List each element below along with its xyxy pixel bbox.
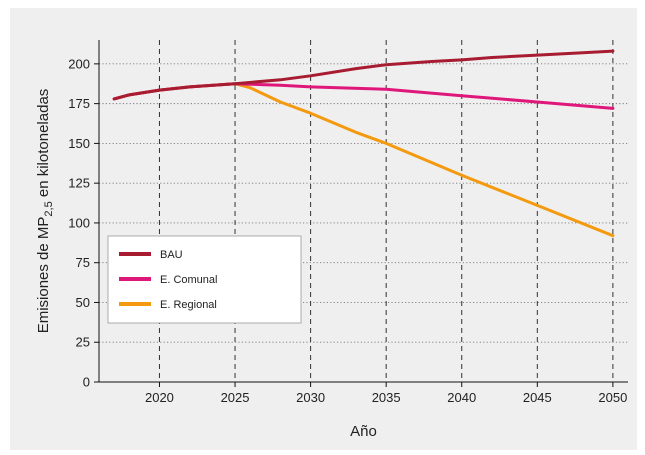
x-tick-label: 2040 (447, 390, 476, 405)
series-line-bau (112, 49, 615, 101)
grid-lines (99, 40, 628, 382)
y-axis-title: Emisiones de MP2,5 en kilotoneladas (35, 89, 55, 334)
x-tick-label: 2030 (296, 390, 325, 405)
legend: BAU E. Comunal E. Regional (107, 235, 302, 324)
series-lines (112, 49, 615, 238)
legend-label: E. Regional (160, 299, 217, 311)
emissions-line-chart: 0 25 50 75 100 125 150 175 200 2020 2025 2030 2035 20… (35, 40, 628, 440)
y-tick-label: 75 (76, 255, 90, 270)
x-tick-label: 2025 (221, 390, 250, 405)
y-tick-label: 25 (76, 335, 90, 350)
x-tick-label: 2035 (372, 390, 401, 405)
series-line-e-regional (112, 82, 615, 238)
x-tick-label: 2020 (145, 390, 174, 405)
legend-label: BAU (160, 249, 183, 261)
y-axis-title-prefix: Emisiones de MP (35, 217, 52, 334)
y-tick-label: 150 (68, 136, 90, 151)
chart-panel: 0 25 50 75 100 125 150 175 200 2020 2025 2030 2035 20… (10, 8, 637, 450)
y-axis-title-suffix: en kilotoneladas (35, 89, 52, 202)
x-tick-label: 2050 (598, 390, 627, 405)
y-tick-label: 200 (68, 56, 90, 71)
y-axis-title-subscript: 2,5 (43, 201, 55, 216)
x-axis-title: Año (350, 423, 377, 440)
x-tick-label: 2045 (523, 390, 552, 405)
y-tick-label: 100 (68, 215, 90, 230)
tick-labels: 0 25 50 75 100 125 150 175 200 2020 2025 2030 2035 20… (68, 56, 627, 405)
axes (94, 40, 628, 387)
legend-label: E. Comunal (160, 274, 217, 286)
y-tick-label: 50 (76, 295, 90, 310)
y-tick-label: 175 (68, 96, 90, 111)
y-tick-label: 125 (68, 176, 90, 191)
y-tick-label: 0 (83, 375, 90, 390)
